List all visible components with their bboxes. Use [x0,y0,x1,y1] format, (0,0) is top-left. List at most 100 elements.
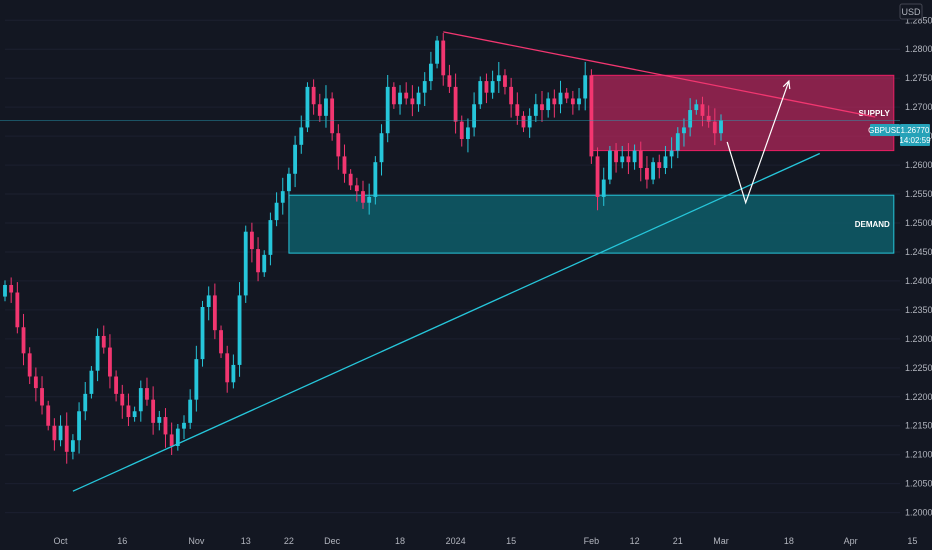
bear-candle [521,115,526,128]
bear-candle [212,295,217,331]
price-tick-label: 1.22500 [905,363,932,373]
bear-candle [614,150,618,163]
bear-candle [589,75,594,157]
bull-candle [194,359,199,400]
bull-candle [188,399,193,423]
bear-candle [410,98,415,105]
price-tick-label: 1.24000 [905,276,932,286]
bull-candle [466,127,470,140]
bear-candle [706,115,711,122]
price-tick-label: 1.27000 [905,102,932,112]
bull-candle [58,425,63,441]
bear-candle [391,86,396,105]
time-tick-label: 13 [241,536,251,546]
time-tick-label: 18 [784,536,794,546]
bear-candle [645,167,649,180]
bull-candle [182,422,186,429]
price-tick-label: 1.20500 [905,479,932,489]
trendline-layer [0,31,900,492]
symbol-badge [870,124,900,136]
currency-label: USD [901,7,921,17]
bull-candle [428,63,433,82]
bull-candle [3,284,7,297]
bear-candle [163,417,168,435]
bull-candle [422,81,427,93]
bull-candle [398,92,402,105]
price-tick-label: 1.20000 [905,508,932,518]
price-tick-label: 1.28500 [905,15,932,25]
time-tick-label: Oct [54,536,69,546]
bear-candle [27,353,32,377]
bull-candle [490,81,495,93]
last-price-badge [900,124,930,146]
time-tick-label: 16 [117,536,127,546]
price-tick-label: 1.23000 [905,334,932,344]
bull-candle [70,440,75,452]
bear-candle [595,156,600,197]
supply-zone [590,74,895,152]
bull-candle [367,196,372,203]
bull-candle [293,144,298,174]
time-tick-label: 21 [673,536,683,546]
bull-candle [385,86,390,134]
bull-candle [533,104,538,116]
supply-label: SUPPLY [859,109,891,118]
candle-layer [3,33,723,464]
demand-zone [288,194,895,254]
bear-candle [330,98,335,134]
bull-candle [132,411,137,418]
bear-candle [151,399,156,423]
bear-candle [317,104,322,116]
bear-candle [509,86,514,105]
bear-candle [249,231,254,250]
bear-candle [311,86,316,105]
price-tick-label: 1.23500 [905,305,932,315]
bull-candle [669,150,674,157]
zone-layer: SUPPLY DEMAND [288,74,895,254]
bear-candle [657,162,662,168]
bear-candle [15,292,20,328]
bear-candle [570,98,575,105]
price-tick-label: 1.26000 [905,160,932,170]
support-trendline [72,152,821,492]
bear-candle [108,347,112,377]
bull-candle [472,104,477,128]
bear-candle [552,98,557,105]
bear-candle [33,376,38,389]
bull-candle [435,40,439,64]
bull-candle [675,133,680,151]
bull-candle [601,179,606,197]
bull-candle [607,150,612,180]
bull-candle [157,417,162,423]
bear-candle [459,121,464,140]
bear-candle [9,284,14,293]
bear-candle [626,156,631,163]
bull-candle [632,150,637,163]
bear-candle [21,327,26,354]
time-tick-label: 15 [506,536,516,546]
bear-candle [484,81,489,93]
bear-candle [453,86,458,122]
bear-candle [342,156,347,174]
bull-candle [175,428,180,447]
bull-candle [416,92,421,105]
bear-candle [256,249,260,273]
bear-candle [145,388,149,400]
bear-candle [348,173,353,186]
currency-badge[interactable] [899,3,923,20]
bull-candle [682,127,686,134]
time-tick-label: 2024 [446,536,466,546]
time-tick-label: 12 [630,536,640,546]
time-tick-label: Nov [188,536,205,546]
bull-candle [546,98,551,111]
bear-candle [336,133,341,157]
bull-candle [651,162,656,180]
bull-candle [231,364,236,383]
bear-candle [515,104,520,116]
bull-candle [95,335,100,371]
bear-candle [120,393,125,406]
bull-candle [83,393,88,412]
countdown-label: 14:02:59 [899,136,931,145]
bull-candle [280,191,285,203]
projection-arrowhead [782,79,791,90]
